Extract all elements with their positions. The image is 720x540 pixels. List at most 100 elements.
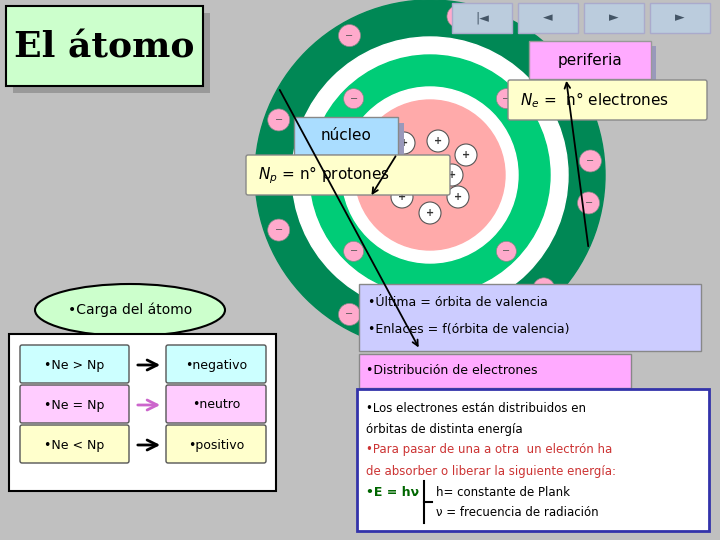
- Circle shape: [338, 303, 361, 326]
- Text: +: +: [398, 192, 406, 202]
- Circle shape: [310, 55, 550, 295]
- Text: •Distribución de electrones: •Distribución de electrones: [366, 364, 538, 377]
- FancyBboxPatch shape: [529, 41, 651, 79]
- Text: h= constante de Plank: h= constante de Plank: [436, 485, 570, 498]
- Text: •positivo: •positivo: [188, 438, 244, 451]
- Circle shape: [533, 278, 555, 300]
- Text: •Ne > Np: •Ne > Np: [45, 359, 104, 372]
- Text: −: −: [346, 31, 354, 40]
- Text: −: −: [454, 11, 462, 22]
- Text: ►: ►: [609, 11, 618, 24]
- Text: −: −: [350, 93, 358, 104]
- FancyBboxPatch shape: [508, 80, 707, 120]
- Circle shape: [391, 186, 413, 208]
- Ellipse shape: [35, 284, 225, 336]
- FancyBboxPatch shape: [518, 3, 578, 33]
- Text: de absorber o liberar la siguiente energía:: de absorber o liberar la siguiente energ…: [366, 464, 616, 477]
- Circle shape: [343, 89, 364, 109]
- Circle shape: [496, 241, 516, 261]
- Text: |◄: |◄: [475, 11, 489, 24]
- FancyBboxPatch shape: [534, 46, 656, 84]
- Text: −: −: [503, 246, 510, 256]
- Text: −: −: [274, 225, 283, 235]
- Circle shape: [542, 60, 564, 83]
- FancyBboxPatch shape: [650, 3, 710, 33]
- FancyBboxPatch shape: [246, 155, 450, 195]
- Text: •Última = órbita de valencia: •Última = órbita de valencia: [368, 296, 548, 309]
- Text: •Ne = Np: •Ne = Np: [45, 399, 104, 411]
- Text: −: −: [274, 115, 283, 125]
- Text: •Para pasar de una a otra  un electrón ha: •Para pasar de una a otra un electrón ha: [366, 443, 612, 456]
- Text: $N_e$ =  n° electrones: $N_e$ = n° electrones: [520, 90, 669, 110]
- FancyBboxPatch shape: [166, 385, 266, 423]
- Text: $N_p$ = n° protones: $N_p$ = n° protones: [258, 164, 390, 186]
- Text: ◄: ◄: [543, 11, 553, 24]
- Circle shape: [292, 37, 568, 313]
- FancyBboxPatch shape: [300, 123, 404, 161]
- FancyBboxPatch shape: [359, 284, 701, 351]
- Circle shape: [393, 132, 415, 154]
- Text: •Enlaces = f(órbita de valencia): •Enlaces = f(órbita de valencia): [368, 322, 570, 335]
- Text: periferia: periferia: [557, 52, 622, 68]
- Text: −: −: [350, 246, 358, 256]
- FancyBboxPatch shape: [9, 334, 276, 491]
- Circle shape: [441, 164, 463, 186]
- Circle shape: [409, 164, 431, 186]
- Text: +: +: [400, 138, 408, 148]
- FancyBboxPatch shape: [166, 345, 266, 383]
- Circle shape: [338, 24, 361, 46]
- Text: +: +: [426, 208, 434, 218]
- Text: +: +: [434, 136, 442, 146]
- FancyBboxPatch shape: [6, 6, 203, 86]
- Text: •neutro: •neutro: [192, 399, 240, 411]
- Text: •negativo: •negativo: [185, 359, 247, 372]
- Text: El átomo: El átomo: [14, 31, 194, 65]
- Circle shape: [496, 89, 516, 109]
- FancyBboxPatch shape: [13, 13, 210, 93]
- Text: •Los electrones están distribuidos en: •Los electrones están distribuidos en: [366, 402, 586, 415]
- Text: •E = hν: •E = hν: [366, 485, 419, 498]
- FancyBboxPatch shape: [294, 117, 398, 155]
- Circle shape: [255, 0, 605, 350]
- Text: •Ne < Np: •Ne < Np: [45, 438, 104, 451]
- Text: −: −: [586, 156, 595, 166]
- Circle shape: [427, 130, 449, 152]
- Text: −: −: [503, 93, 510, 104]
- Circle shape: [455, 144, 477, 166]
- FancyBboxPatch shape: [357, 389, 709, 531]
- Text: +: +: [462, 150, 470, 160]
- Text: ν = frecuencia de radiación: ν = frecuencia de radiación: [436, 507, 598, 519]
- Text: +: +: [454, 192, 462, 202]
- Circle shape: [355, 100, 505, 250]
- FancyBboxPatch shape: [20, 425, 129, 463]
- Circle shape: [447, 322, 469, 345]
- FancyBboxPatch shape: [584, 3, 644, 33]
- Circle shape: [580, 150, 601, 172]
- FancyBboxPatch shape: [359, 354, 631, 388]
- Text: −: −: [585, 198, 593, 208]
- Circle shape: [268, 109, 289, 131]
- Text: −: −: [454, 328, 462, 339]
- Text: órbitas de distinta energía: órbitas de distinta energía: [366, 422, 523, 435]
- Text: −: −: [346, 309, 354, 320]
- Circle shape: [447, 5, 469, 28]
- Text: +: +: [416, 170, 424, 180]
- FancyBboxPatch shape: [20, 345, 129, 383]
- Circle shape: [342, 87, 518, 263]
- Circle shape: [577, 192, 600, 214]
- Text: +: +: [388, 166, 396, 176]
- Text: −: −: [540, 284, 548, 294]
- Text: +: +: [448, 170, 456, 180]
- Text: ►: ►: [675, 11, 685, 24]
- Circle shape: [419, 202, 441, 224]
- FancyBboxPatch shape: [20, 385, 129, 423]
- Circle shape: [381, 160, 403, 182]
- Text: −: −: [549, 66, 557, 77]
- Text: núcleo: núcleo: [320, 129, 372, 144]
- Circle shape: [447, 186, 469, 208]
- Circle shape: [268, 219, 289, 241]
- FancyBboxPatch shape: [452, 3, 512, 33]
- Text: •Carga del átomo: •Carga del átomo: [68, 303, 192, 317]
- Circle shape: [343, 241, 364, 261]
- FancyBboxPatch shape: [166, 425, 266, 463]
